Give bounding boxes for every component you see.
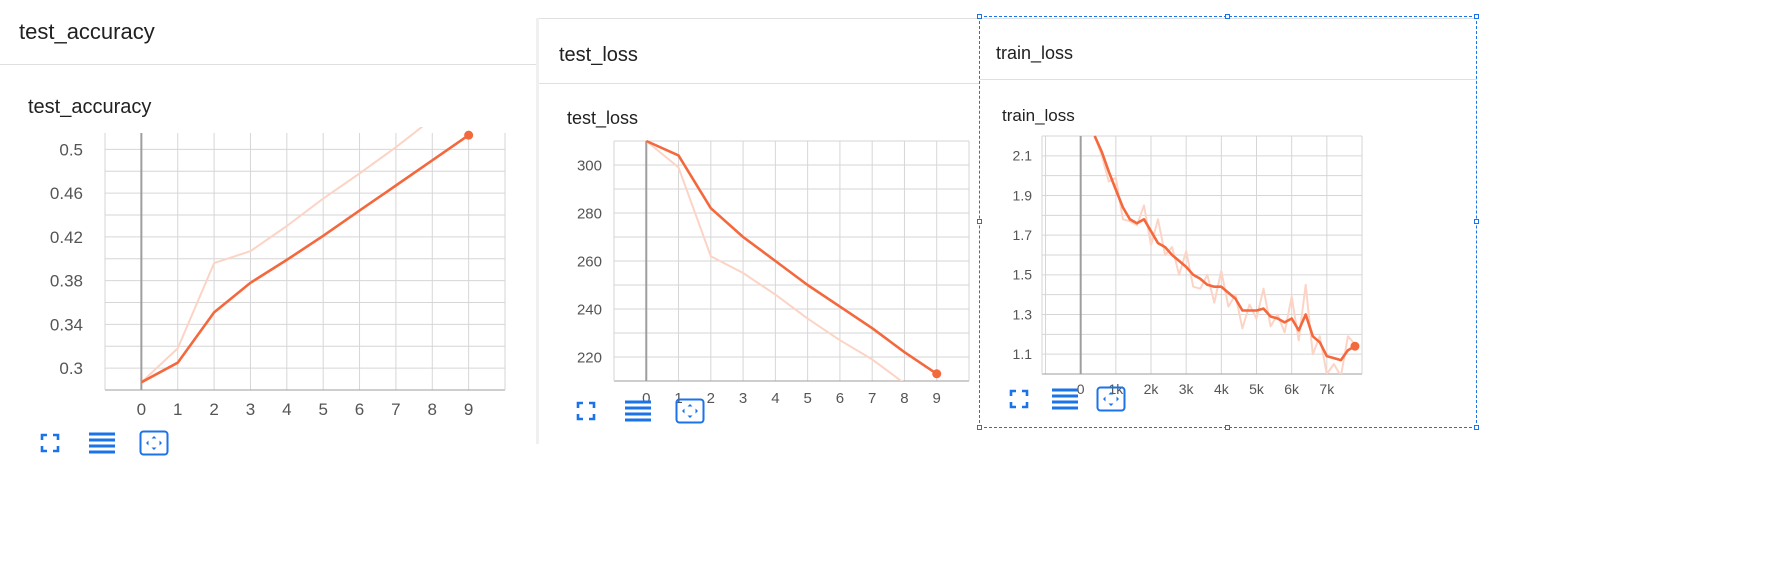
x-tick-label: 1: [173, 400, 182, 419]
chart-title: test_accuracy: [28, 96, 152, 118]
data-table-button[interactable]: [1048, 386, 1082, 416]
y-tick-label: 0.34: [50, 315, 83, 334]
fit-domain-button[interactable]: [673, 398, 707, 428]
x-tick-label: 3: [739, 390, 747, 407]
x-tick-label: 2k: [1144, 381, 1160, 397]
x-tick-label: 6: [836, 390, 844, 407]
chart-title: train_loss: [1002, 106, 1075, 125]
list-icon: [625, 400, 651, 427]
fit-domain-button[interactable]: [1094, 386, 1128, 416]
x-tick-label: 9: [464, 400, 473, 419]
fullscreen-icon: [40, 433, 60, 458]
y-tick-label: 1.1: [1013, 346, 1033, 362]
y-tick-label: 280: [577, 205, 602, 222]
x-tick-label: 5: [318, 400, 327, 419]
series-line-smoothed: [140, 134, 470, 384]
x-tick-label: 8: [428, 400, 437, 419]
last-point-marker: [464, 130, 474, 140]
x-tick-label: 5k: [1249, 381, 1265, 397]
chart-toolbar: [569, 398, 707, 428]
resize-handle[interactable]: [1225, 425, 1230, 430]
x-tick-label: 6: [355, 400, 364, 419]
x-tick-label: 7k: [1319, 381, 1335, 397]
y-tick-label: 1.3: [1013, 306, 1033, 322]
chart-toolbar: [33, 430, 171, 460]
card-title: test_loss: [559, 44, 638, 66]
x-tick-label: 6k: [1284, 381, 1300, 397]
x-tick-label: 2: [209, 400, 218, 419]
x-tick-label: 4: [282, 400, 291, 419]
fit-domain-button[interactable]: [137, 430, 171, 460]
fit-domain-icon: [139, 430, 169, 461]
y-tick-label: 220: [577, 349, 602, 366]
resize-handle[interactable]: [1474, 219, 1479, 224]
y-tick-label: 0.3: [59, 359, 83, 378]
y-tick-label: 1.7: [1013, 227, 1033, 243]
card-test-loss: test_loss test_loss 220 240 260 280 300 0 1 2 3 4…: [536, 18, 980, 444]
y-tick-label: 0.5: [59, 140, 83, 159]
y-tick-label: 1.9: [1013, 187, 1033, 203]
card-title: train_loss: [996, 43, 1074, 63]
x-tick-label: 3k: [1179, 381, 1195, 397]
resize-handle[interactable]: [1474, 14, 1479, 19]
card-test-accuracy: test_accuracy test_accuracy 0.3 0.34 0.38 0…: [0, 0, 536, 470]
y-tick-label: 260: [577, 253, 602, 270]
list-icon: [89, 432, 115, 459]
y-tick-label: 0.46: [50, 184, 83, 203]
resize-handle[interactable]: [977, 14, 982, 19]
fullscreen-button[interactable]: [33, 430, 67, 460]
y-tick-label: 2.1: [1013, 148, 1033, 164]
selection-outline[interactable]: [979, 16, 1477, 428]
fullscreen-icon: [576, 401, 596, 426]
y-tick-label: 1.5: [1013, 267, 1033, 283]
resize-handle[interactable]: [977, 219, 982, 224]
x-tick-label: 2: [707, 390, 715, 407]
fit-domain-icon: [1096, 386, 1126, 417]
fit-domain-icon: [675, 398, 705, 429]
fullscreen-button[interactable]: [569, 398, 603, 428]
chart-test-accuracy[interactable]: 0.3 0.34 0.38 0.42 0.46 0.5 0 1 2 3 4 5 6 7 8 9: [0, 125, 536, 425]
x-tick-label: 7: [391, 400, 400, 419]
resize-handle[interactable]: [1474, 425, 1479, 430]
last-point-marker: [932, 369, 942, 379]
x-tick-label: 3: [246, 400, 255, 419]
fullscreen-icon: [1009, 389, 1029, 414]
data-table-button[interactable]: [621, 398, 655, 428]
series-line-smoothed: [1093, 135, 1356, 362]
x-tick-label: 5: [803, 390, 811, 407]
chart-toolbar: [1002, 386, 1128, 416]
x-tick-label: 0: [642, 390, 650, 407]
y-tick-label: 0.38: [50, 272, 83, 291]
y-tick-label: 240: [577, 301, 602, 318]
y-tick-label: 0.42: [50, 228, 83, 247]
x-tick-label: 8: [900, 390, 908, 407]
x-tick-label: 4: [771, 390, 779, 407]
fullscreen-button[interactable]: [1002, 386, 1036, 416]
resize-handle[interactable]: [977, 425, 982, 430]
x-tick-label: 4k: [1214, 381, 1230, 397]
chart-title: test_loss: [567, 108, 639, 128]
data-table-button[interactable]: [85, 430, 119, 460]
card-title: test_accuracy: [19, 19, 155, 44]
x-tick-label: 7: [868, 390, 876, 407]
resize-handle[interactable]: [1225, 14, 1230, 19]
x-tick-label: 0: [1077, 381, 1085, 397]
series-line-smoothed: [645, 139, 938, 375]
series-line-raw: [645, 140, 903, 381]
last-point-marker: [1350, 341, 1360, 351]
card-header: test_accuracy: [0, 0, 536, 65]
y-tick-label: 300: [577, 157, 602, 174]
series-line-raw: [140, 127, 424, 384]
x-tick-label: 9: [933, 390, 941, 407]
card-train-loss[interactable]: train_loss train_loss 1.1 1.3 1.5 1.7 1.9 2.1…: [980, 18, 1477, 428]
card-header: test_loss: [539, 18, 980, 84]
x-tick-label: 0: [137, 400, 146, 419]
list-icon: [1052, 388, 1078, 415]
